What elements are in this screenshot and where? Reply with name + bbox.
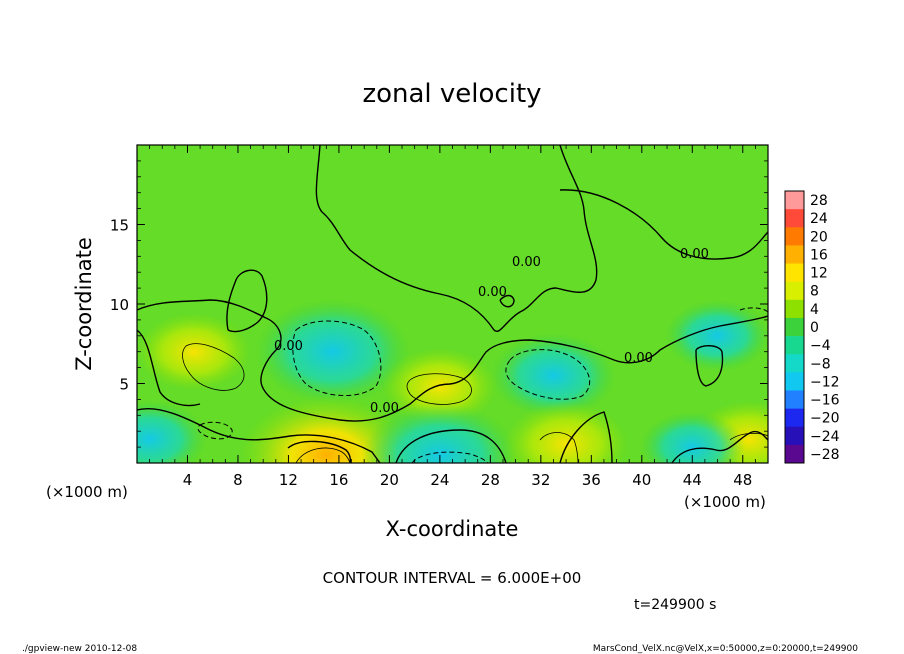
footer-left: ./gpview-new 2010-12-08 (22, 644, 137, 654)
contour-line-dashed (739, 307, 768, 313)
colorbar-label: 0 (810, 320, 819, 336)
contour-line (695, 345, 724, 387)
contour-line (395, 429, 507, 463)
contour-label-group: 0.00 0.00 0.00 0.00 0.00 0.00 (274, 247, 709, 416)
field-feature-low (362, 402, 518, 463)
contour-label: 0.00 (680, 247, 709, 262)
contour-line (137, 408, 381, 463)
y-tick-label: 15 (110, 217, 129, 235)
colorbar-label: −4 (810, 338, 831, 354)
colorbar-segment (785, 209, 804, 228)
x-tick-label: 36 (582, 471, 601, 489)
contour-line (559, 189, 768, 260)
contour-label: 0.00 (370, 401, 399, 416)
plot-area: 0.00 0.00 0.00 0.00 0.00 0.00 (137, 145, 768, 463)
colorbar-segment (785, 336, 804, 355)
contour-line (315, 145, 598, 332)
x-tick-label: 48 (733, 471, 752, 489)
x-unit-label-right: (×1000 m) (684, 493, 766, 511)
contour-line (499, 294, 515, 308)
colorbar-segment (785, 263, 804, 282)
x-tick-label: 32 (531, 471, 550, 489)
contour-line (137, 329, 201, 407)
contour-lines (137, 145, 768, 463)
time-text: t=249900 s (634, 597, 716, 613)
x-axis-ticks: 4 8 12 16 20 24 28 32 36 40 44 48 (149, 145, 756, 489)
field-feature-low (255, 299, 411, 405)
contour-label: 0.00 (478, 285, 507, 300)
contour-line (287, 440, 352, 463)
x-tick-label: 20 (380, 471, 399, 489)
x-tick-label: 4 (183, 471, 193, 489)
field-feature-low (665, 300, 768, 372)
contour-line (559, 411, 613, 463)
contour-interval-text: CONTOUR INTERVAL = 6.000E+00 (323, 569, 582, 587)
colorbar-label: −12 (810, 374, 840, 390)
x-axis-label: X-coordinate (386, 517, 519, 541)
colorbar-label: −24 (810, 429, 840, 445)
field-feature-high (137, 312, 252, 391)
colorbar-segment (785, 317, 804, 337)
colorbar-label: 12 (810, 266, 828, 282)
x-tick-label: 44 (683, 471, 702, 489)
contour-line (226, 269, 268, 333)
colorbar-label: 28 (810, 193, 828, 209)
colorbar-segment (785, 191, 804, 210)
x-tick-label: 16 (329, 471, 348, 489)
chart-title: zonal velocity (362, 79, 541, 109)
contour-line-thin (406, 373, 472, 405)
x-tick-label: 24 (430, 471, 449, 489)
contour-label: 0.00 (274, 339, 303, 354)
field-blobs (137, 299, 768, 463)
y-axis-label: Z-coordinate (72, 237, 96, 371)
field-feature-high (503, 401, 629, 463)
contour-line (137, 299, 768, 422)
x-tick-label: 8 (233, 471, 243, 489)
colorbar-segment (785, 245, 804, 264)
colorbar-label: −8 (810, 356, 831, 372)
y-tick-label: 10 (110, 296, 129, 314)
colorbar-label: −16 (810, 393, 840, 409)
colorbar-segment (785, 299, 804, 319)
colorbar-segment (785, 372, 804, 391)
contour-line-thin (729, 432, 768, 441)
colorbar-segment (785, 408, 804, 428)
colorbar-label: 24 (810, 211, 828, 227)
contour-line-thin (539, 432, 579, 463)
colorbar-segment (785, 444, 804, 464)
y-axis-ticks: 5 10 15 (110, 160, 768, 448)
thin-contours (182, 343, 768, 463)
footer-right: MarsCond_VelX.nc@VelX,x=0:50000,z=0:2000… (593, 644, 858, 654)
contour-line-dashed (505, 349, 591, 400)
dashed-contours (197, 307, 768, 463)
colorbar-segment (785, 390, 804, 409)
colorbar-label: −28 (810, 447, 840, 463)
x-tick-label: 28 (481, 471, 500, 489)
contour-line-dashed (197, 421, 233, 440)
colorbar-segment (785, 354, 804, 373)
x-tick-label: 12 (279, 471, 298, 489)
colorbar-label: 20 (810, 229, 828, 245)
colorbar-segment (785, 227, 804, 246)
contour-line-thin (182, 343, 245, 391)
contour-label: 0.00 (624, 351, 653, 366)
colorbar-label: 16 (810, 247, 828, 263)
x-unit-label-left: (×1000 m) (46, 483, 128, 501)
x-tick-label: 40 (632, 471, 651, 489)
colorbar-frame (784, 190, 805, 464)
colorbar: 28 24 20 16 12 8 4 0 −4 −8 −12 −16 −20 −24 −28 (784, 190, 840, 464)
colorbar-label: −20 (810, 411, 840, 427)
contour-line-thin (295, 447, 351, 463)
contour-line-dashed (411, 451, 489, 463)
y-tick-label: 5 (119, 376, 129, 394)
field-feature-low (490, 333, 616, 419)
colorbar-segment (785, 426, 804, 446)
colorbar-segment (785, 281, 804, 301)
colorbar-label: 4 (810, 302, 819, 318)
field-feature-low (137, 400, 208, 463)
colorbar-label: 8 (810, 284, 819, 300)
contour-label: 0.00 (512, 255, 541, 270)
